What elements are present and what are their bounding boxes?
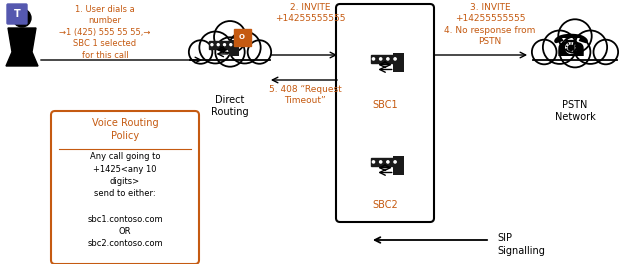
Circle shape xyxy=(394,161,396,163)
Bar xyxy=(371,158,399,166)
Text: 5. 408 “Request
Timeout”: 5. 408 “Request Timeout” xyxy=(269,85,341,105)
Text: ☎: ☎ xyxy=(552,32,590,62)
Text: 1. User dials a
number
→1 (425) 555 55 55,→
SBC 1 selected
for this call: 1. User dials a number →1 (425) 555 55 5… xyxy=(59,5,151,60)
Circle shape xyxy=(532,40,556,64)
Circle shape xyxy=(13,9,31,27)
Bar xyxy=(190,48,270,59)
Text: Direct
Routing: Direct Routing xyxy=(211,95,249,117)
FancyBboxPatch shape xyxy=(234,29,250,45)
Polygon shape xyxy=(6,28,38,66)
Text: PSTN
Network: PSTN Network xyxy=(554,100,596,122)
Circle shape xyxy=(247,40,271,64)
Circle shape xyxy=(217,44,219,46)
Bar xyxy=(393,53,404,72)
Circle shape xyxy=(379,161,382,163)
Circle shape xyxy=(379,58,382,60)
Text: 3. INVITE
+14255555555
4. No response from
PSTN: 3. INVITE +14255555555 4. No response fr… xyxy=(444,3,536,46)
Circle shape xyxy=(543,30,576,64)
Circle shape xyxy=(387,58,389,60)
Text: SBC2: SBC2 xyxy=(372,200,398,210)
Text: SBC1: SBC1 xyxy=(372,100,398,110)
Circle shape xyxy=(373,58,374,60)
Circle shape xyxy=(559,37,591,67)
Text: T: T xyxy=(14,9,21,19)
Bar xyxy=(209,41,235,49)
Circle shape xyxy=(214,21,246,53)
FancyBboxPatch shape xyxy=(336,4,434,222)
Text: Voice Routing
Policy: Voice Routing Policy xyxy=(92,118,158,141)
Circle shape xyxy=(373,161,374,163)
Circle shape xyxy=(558,19,592,53)
Circle shape xyxy=(230,44,232,46)
Circle shape xyxy=(211,44,213,46)
Bar xyxy=(533,47,617,60)
Text: SIP
Signalling: SIP Signalling xyxy=(497,233,545,256)
FancyBboxPatch shape xyxy=(7,4,27,24)
FancyBboxPatch shape xyxy=(51,111,199,264)
Circle shape xyxy=(394,58,396,60)
Circle shape xyxy=(594,40,618,64)
Circle shape xyxy=(224,44,226,46)
Circle shape xyxy=(387,161,389,163)
Circle shape xyxy=(574,30,607,64)
Circle shape xyxy=(216,37,245,67)
Circle shape xyxy=(199,31,231,63)
Bar xyxy=(371,55,399,63)
Text: O: O xyxy=(239,34,245,40)
Circle shape xyxy=(229,31,260,63)
Bar xyxy=(229,40,239,56)
Circle shape xyxy=(189,40,212,64)
Text: 2. INVITE
+14255555555: 2. INVITE +14255555555 xyxy=(275,3,345,23)
Text: Any call going to
+1425<any 10
digits>
send to either:

sbc1.contoso.com
OR
sbc2: Any call going to +1425<any 10 digits> s… xyxy=(87,152,163,248)
Bar xyxy=(393,156,404,175)
